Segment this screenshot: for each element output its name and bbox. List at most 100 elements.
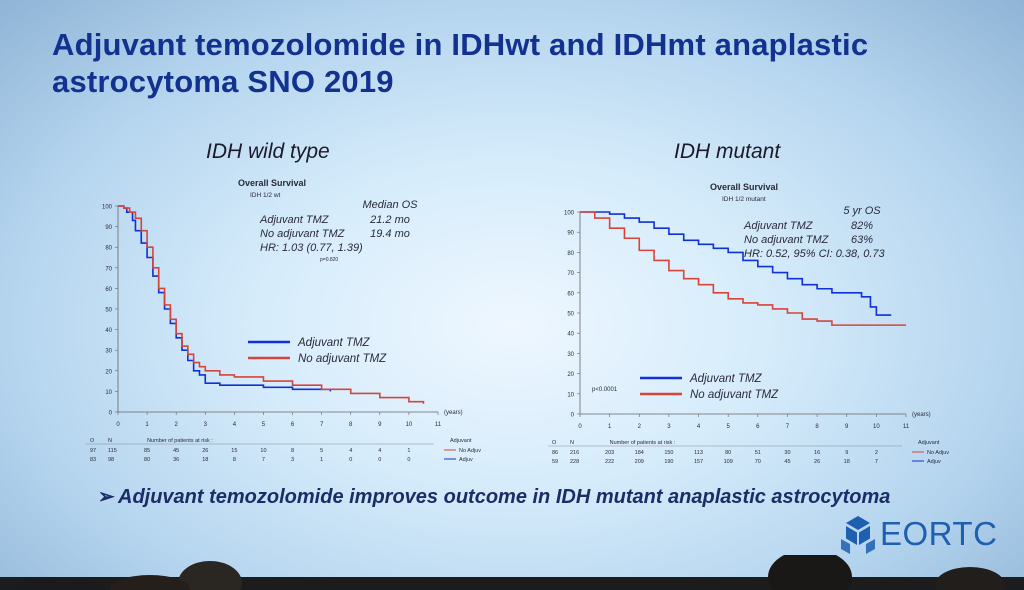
stats-value: 82% bbox=[851, 220, 873, 232]
y-tick-label: 90 bbox=[105, 225, 112, 231]
x-tick-label: 0 bbox=[116, 422, 120, 428]
y-tick-label: 10 bbox=[567, 392, 574, 398]
x-axis-label: (years) bbox=[444, 410, 463, 416]
chart-title: Overall Survival bbox=[238, 178, 306, 188]
risk-count: 80 bbox=[144, 457, 150, 463]
y-tick-label: 60 bbox=[105, 287, 112, 293]
audience-silhouettes bbox=[0, 555, 1024, 590]
risk-head-n: N bbox=[108, 438, 112, 444]
risk-count: 18 bbox=[202, 457, 208, 463]
x-tick-label: 3 bbox=[667, 424, 671, 430]
chart-subtitle: IDH 1/2 wt bbox=[250, 192, 281, 199]
p-value-label: p<0.0001 bbox=[592, 387, 618, 393]
risk-count: 150 bbox=[664, 450, 673, 456]
risk-header-label: Number of patients at risk : bbox=[147, 438, 213, 444]
risk-count: 9 bbox=[845, 450, 848, 456]
conclusion-text: Adjuvant temozolomide improves outcome i… bbox=[118, 486, 891, 508]
risk-n-value: 216 bbox=[570, 450, 579, 456]
x-tick-label: 9 bbox=[378, 422, 382, 428]
risk-count: 51 bbox=[755, 450, 761, 456]
risk-count: 203 bbox=[605, 450, 614, 456]
y-tick-label: 10 bbox=[105, 390, 112, 396]
risk-count: 190 bbox=[664, 459, 673, 465]
risk-count: 45 bbox=[173, 448, 179, 454]
risk-head-n: N bbox=[570, 440, 574, 446]
risk-n-value: 228 bbox=[570, 459, 579, 465]
risk-count: 1 bbox=[407, 448, 410, 454]
risk-count: 16 bbox=[814, 450, 820, 456]
survival-curve-no_adjuvant bbox=[580, 211, 906, 326]
risk-right-label: Adjuvant bbox=[918, 440, 940, 446]
chart-title: Overall Survival bbox=[710, 182, 778, 192]
risk-count: 0 bbox=[378, 457, 381, 463]
risk-row-label: Adjuv bbox=[927, 459, 941, 465]
risk-count: 18 bbox=[844, 459, 850, 465]
risk-row-label: No Adjuv bbox=[927, 450, 949, 456]
x-tick-label: 6 bbox=[291, 422, 295, 428]
stats-label: No adjuvant TMZ bbox=[260, 228, 346, 240]
risk-count: 5 bbox=[320, 448, 323, 454]
risk-count: 4 bbox=[378, 448, 381, 454]
risk-count: 3 bbox=[291, 457, 294, 463]
risk-head-o: O bbox=[90, 438, 95, 444]
y-tick-label: 80 bbox=[105, 246, 112, 252]
risk-count: 80 bbox=[725, 450, 731, 456]
x-tick-label: 11 bbox=[903, 424, 910, 430]
x-tick-label: 10 bbox=[873, 424, 880, 430]
risk-count: 7 bbox=[875, 459, 878, 465]
panel-title-wild-type: IDH wild type bbox=[206, 140, 330, 163]
chart-subtitle: IDH 1/2 mutant bbox=[722, 196, 766, 203]
risk-n-value: 98 bbox=[108, 457, 114, 463]
risk-right-label: Adjuvant bbox=[450, 438, 472, 444]
risk-count: 4 bbox=[349, 448, 352, 454]
y-tick-label: 60 bbox=[567, 291, 574, 297]
risk-count: 222 bbox=[605, 459, 614, 465]
stats-header: Median OS bbox=[362, 199, 418, 211]
risk-count: 109 bbox=[724, 459, 733, 465]
risk-count: 30 bbox=[784, 450, 790, 456]
x-tick-label: 4 bbox=[233, 422, 237, 428]
risk-count: 7 bbox=[262, 457, 265, 463]
risk-n-value: 115 bbox=[108, 448, 117, 454]
risk-count: 8 bbox=[291, 448, 294, 454]
y-tick-label: 30 bbox=[105, 349, 112, 355]
survival-curve-adjuvant bbox=[580, 211, 892, 316]
risk-row-label: Adjuv bbox=[459, 457, 473, 463]
p-value-small: p=0.820 bbox=[320, 257, 338, 263]
stats-value: 63% bbox=[851, 234, 873, 246]
risk-o-value: 97 bbox=[90, 448, 96, 454]
y-tick-label: 100 bbox=[564, 211, 575, 217]
y-tick-label: 50 bbox=[105, 308, 112, 314]
legend-label: Adjuvant TMZ bbox=[297, 337, 371, 349]
x-tick-label: 2 bbox=[638, 424, 642, 430]
risk-o-value: 59 bbox=[552, 459, 558, 465]
x-tick-label: 11 bbox=[435, 422, 442, 428]
risk-header-label: Number of patients at risk : bbox=[610, 440, 676, 446]
stats-label: Adjuvant TMZ bbox=[743, 220, 814, 232]
hazard-ratio: HR: 1.03 (0.77, 1.39) bbox=[260, 242, 363, 254]
risk-count: 10 bbox=[260, 448, 266, 454]
stats-label: No adjuvant TMZ bbox=[744, 234, 830, 246]
risk-count: 2 bbox=[875, 450, 878, 456]
risk-count: 45 bbox=[784, 459, 790, 465]
panel-title-mutant: IDH mutant bbox=[674, 140, 781, 163]
risk-count: 70 bbox=[755, 459, 761, 465]
risk-row-label: No Adjuv bbox=[459, 448, 481, 454]
stats-value: 21.2 mo bbox=[369, 214, 410, 226]
risk-count: 8 bbox=[233, 457, 236, 463]
risk-count: 184 bbox=[635, 450, 644, 456]
risk-count: 36 bbox=[173, 457, 179, 463]
risk-count: 26 bbox=[202, 448, 208, 454]
legend-label: No adjuvant TMZ bbox=[298, 353, 387, 365]
risk-count: 15 bbox=[231, 448, 237, 454]
x-axis-label: (years) bbox=[912, 412, 931, 418]
y-tick-label: 0 bbox=[571, 413, 575, 419]
stats-label: Adjuvant TMZ bbox=[259, 214, 330, 226]
x-tick-label: 9 bbox=[845, 424, 849, 430]
risk-count: 209 bbox=[635, 459, 644, 465]
risk-count: 26 bbox=[814, 459, 820, 465]
y-tick-label: 30 bbox=[567, 352, 574, 358]
y-tick-label: 40 bbox=[105, 328, 112, 334]
